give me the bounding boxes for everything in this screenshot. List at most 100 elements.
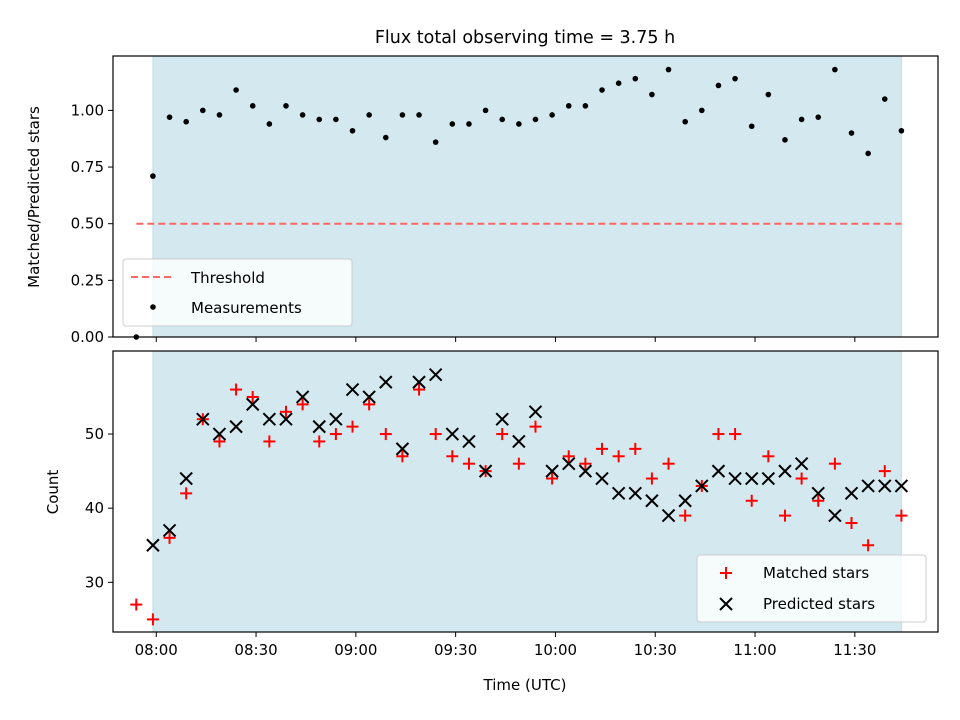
measurement-point	[865, 150, 871, 157]
measurement-point	[499, 116, 506, 123]
top-y-tick-label: 0.75	[71, 158, 104, 176]
legend-threshold-label: Threshold	[190, 269, 265, 287]
matched-star-point	[130, 598, 143, 611]
predicted-star-point	[678, 494, 692, 508]
matched-star-point	[778, 509, 791, 522]
predicted-star-point	[329, 412, 343, 426]
predicted-star-point	[345, 382, 360, 397]
measurement-point	[832, 66, 838, 73]
top-panel: 0.00 0.25 0.50 0.75 1.00 Matched/Predicted s…	[25, 55, 939, 346]
measurement-point	[699, 107, 705, 114]
bottom-y-axis-label: Count	[44, 470, 62, 515]
predicted-star-point	[894, 479, 909, 493]
bottom-legend-box	[696, 554, 927, 623]
measurement-point	[266, 121, 273, 127]
x-tick-label: 10:00	[534, 641, 577, 659]
predicted-star-point	[412, 375, 426, 389]
measurement-point	[249, 103, 256, 109]
x-tick-label: 09:00	[334, 641, 377, 659]
matched-star-point	[346, 420, 359, 433]
matched-star-point	[146, 613, 159, 626]
bottom-legend: Matched stars Predicted stars	[696, 554, 927, 623]
matched-star-point	[263, 435, 276, 448]
predicted-star-point	[279, 412, 293, 426]
predicted-star-point	[495, 412, 509, 426]
measurement-point	[565, 103, 572, 109]
predicted-star-point	[312, 419, 326, 434]
predicted-star-point	[595, 471, 609, 486]
measurement-point	[466, 121, 472, 127]
matched-star-point	[462, 457, 475, 470]
measurement-point	[299, 112, 306, 118]
predicted-star-point	[196, 412, 210, 426]
measurement-point	[549, 112, 555, 118]
matched-star-point	[379, 428, 392, 441]
bottom-y-tick-label: 30	[85, 573, 104, 591]
matched-star-point	[230, 383, 243, 396]
measurement-point	[366, 112, 372, 118]
predicted-star-point	[761, 471, 776, 486]
matched-star-point	[180, 487, 193, 500]
legend-measurements-label: Measurements	[191, 299, 302, 317]
measurement-point	[665, 66, 672, 73]
matched-star-point	[546, 472, 559, 485]
predicted-star-point	[528, 405, 543, 419]
predicted-star-point	[462, 434, 476, 449]
measurement-point	[233, 87, 239, 93]
matched-star-point	[529, 420, 542, 433]
predicted-star-point	[695, 479, 709, 493]
matched-star-point	[296, 398, 309, 411]
measurement-point	[283, 103, 289, 109]
matched-star-point	[413, 383, 426, 396]
predicted-star-point	[578, 464, 593, 478]
matched-star-point	[596, 442, 609, 455]
matched-star-point	[895, 509, 908, 522]
matched-star-point	[496, 428, 509, 441]
measurement-point	[682, 118, 688, 125]
predicted-star-point	[661, 508, 676, 523]
measurement-point	[732, 75, 738, 82]
matched-star-point	[629, 442, 642, 455]
predicted-star-point	[645, 494, 659, 508]
matched-star-point	[712, 428, 725, 441]
bottom-y-tick-label: 50	[85, 425, 104, 443]
matched-star-point	[562, 450, 575, 463]
measurement-point	[782, 137, 788, 143]
measurement-point	[715, 82, 722, 89]
predicted-star-point	[628, 486, 642, 501]
top-y-axis-label: Matched/Predicted stars	[25, 106, 43, 288]
measurement-point	[848, 130, 855, 136]
predicted-star-point	[445, 427, 460, 441]
measurement-point	[416, 112, 422, 118]
matched-star-point	[163, 531, 176, 544]
predicted-star-point	[794, 456, 809, 471]
top-y-tick-label: 0.50	[71, 215, 104, 233]
top-plot-frame	[112, 55, 939, 338]
predicted-star-point	[745, 471, 759, 486]
predicted-star-point	[478, 464, 493, 478]
x-tick-label: 08:30	[234, 641, 277, 659]
measurement-point	[349, 127, 356, 134]
measurement-point	[748, 123, 755, 130]
predicted-star-point	[379, 375, 393, 389]
predicted-star-point	[878, 479, 892, 493]
measurement-point	[216, 112, 223, 118]
legend-measurements-swatch	[150, 304, 156, 310]
measurement-point	[200, 107, 206, 114]
measurement-point	[166, 114, 173, 120]
predicted-star-point	[212, 427, 227, 441]
predicted-star-point	[844, 486, 859, 501]
predicted-star-point	[711, 464, 726, 478]
top-y-tick-label: 1.00	[71, 101, 104, 119]
matched-star-point	[246, 390, 259, 403]
matched-star-point	[363, 398, 376, 411]
matched-star-point	[645, 472, 658, 485]
measurement-point	[532, 116, 539, 123]
predicted-star-point	[811, 486, 825, 501]
chart-title: Flux total observing time = 3.75 h	[375, 28, 675, 48]
bottom-y-tick-label: 40	[85, 499, 104, 517]
predicted-star-point	[179, 471, 193, 486]
matched-star-point	[313, 435, 326, 448]
predicted-star-point	[545, 464, 559, 478]
measurement-point	[399, 112, 406, 118]
